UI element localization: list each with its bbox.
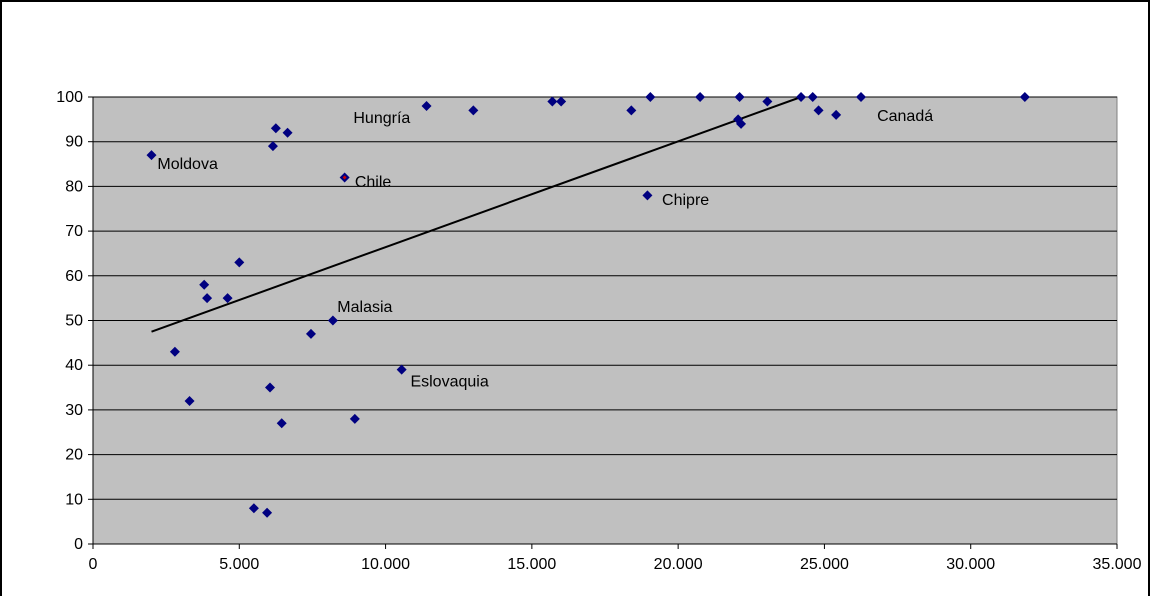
data-point: [762, 96, 773, 107]
data-point: [468, 105, 479, 116]
data-point: [222, 293, 233, 304]
x-tick-label: 5.000: [219, 556, 259, 573]
y-tick-label: 30: [65, 402, 83, 419]
data-point: [645, 92, 656, 102]
data-point: [556, 96, 567, 107]
data-point: [396, 364, 407, 375]
y-tick-label: 70: [65, 223, 83, 240]
x-tick-label: 30.000: [946, 556, 995, 573]
x-tick-label: 0: [89, 556, 98, 573]
data-point: [1019, 92, 1030, 102]
x-tick-label: 15.000: [507, 556, 556, 573]
point-annotation: Canadá: [877, 108, 933, 125]
data-point: [169, 346, 180, 357]
data-point: [265, 382, 276, 393]
data-point: [262, 507, 273, 518]
data-point: [202, 293, 213, 304]
data-point: [282, 127, 293, 138]
point-annotation: Malasia: [337, 299, 392, 316]
x-tick-label: 10.000: [361, 556, 410, 573]
data-point: [807, 92, 818, 102]
y-tick-label: 0: [74, 536, 83, 553]
y-tick-label: 10: [65, 491, 83, 508]
y-tick-label: 50: [65, 313, 83, 330]
data-point: [327, 315, 338, 326]
data-point: [642, 190, 653, 201]
data-point-highlight: [342, 175, 347, 180]
data-point: [199, 279, 210, 290]
point-annotation: Hungría: [353, 110, 410, 127]
point-annotation: Chipre: [662, 192, 709, 209]
data-point: [234, 257, 245, 268]
data-point: [267, 141, 278, 152]
y-tick-label: 90: [65, 134, 83, 151]
data-point: [349, 413, 360, 424]
data-point: [547, 96, 558, 107]
data-point: [626, 105, 637, 116]
data-point: [736, 118, 747, 129]
point-annotation: Moldova: [157, 156, 218, 173]
y-tick-label: 20: [65, 447, 83, 464]
y-tick-label: 100: [56, 89, 83, 106]
data-point: [305, 328, 316, 339]
x-tick-label: 25.000: [800, 556, 849, 573]
data-point: [796, 92, 807, 102]
point-annotation: Eslovaquia: [410, 374, 488, 391]
data-point: [276, 418, 287, 429]
x-tick-label: 35.000: [1093, 556, 1142, 573]
data-point: [270, 123, 281, 134]
y-tick-label: 60: [65, 268, 83, 285]
y-tick-label: 40: [65, 357, 83, 374]
data-point: [146, 150, 157, 161]
data-point: [184, 395, 195, 406]
trend-line: [151, 96, 802, 333]
data-point: [248, 503, 259, 514]
data-point: [831, 109, 842, 120]
y-tick-label: 80: [65, 178, 83, 195]
data-point: [734, 92, 745, 102]
point-annotation: Chile: [355, 174, 392, 191]
data-point: [856, 92, 866, 102]
x-tick-label: 20.000: [654, 556, 703, 573]
data-point: [813, 105, 824, 116]
data-point: [421, 100, 432, 111]
data-point: [695, 92, 706, 102]
